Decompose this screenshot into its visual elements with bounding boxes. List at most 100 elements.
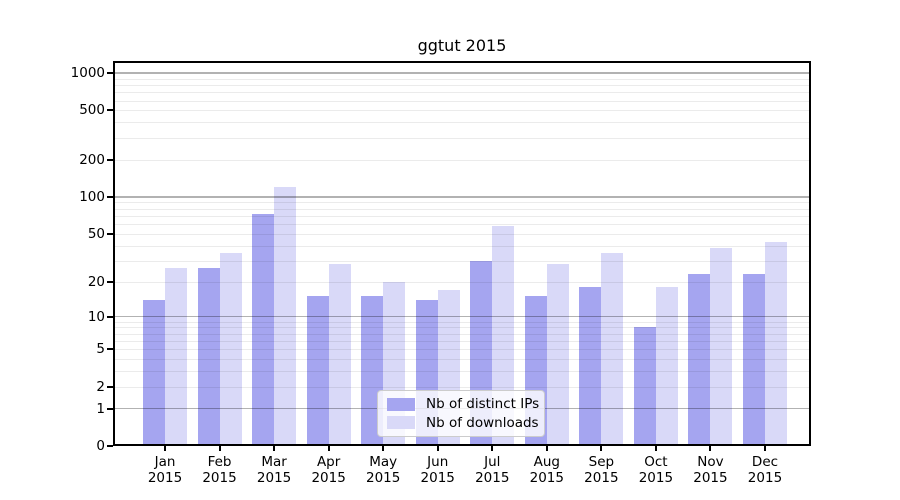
- x-tick-month: Oct: [644, 454, 668, 470]
- gridline-minor: [113, 321, 811, 323]
- gridline-minor: [113, 233, 811, 235]
- legend-swatch-downloads: [387, 416, 415, 430]
- gridline-minor: [113, 359, 811, 361]
- bar-downloads: [165, 268, 187, 446]
- y-tick-label: 5: [96, 341, 105, 358]
- x-tick-year: 2015: [693, 470, 728, 486]
- bar-downloads: [546, 264, 569, 446]
- x-tick-mark: [763, 446, 766, 451]
- gridline-minor: [113, 137, 811, 139]
- gridline-minor: [113, 260, 811, 262]
- legend-item-distinct-ips: Nb of distinct IPs: [387, 396, 539, 412]
- grid-layer: [113, 61, 811, 446]
- gridline-major: [113, 315, 811, 318]
- y-tick-label: 10: [87, 308, 105, 325]
- x-tick-month: Sep: [588, 454, 615, 470]
- x-tick-year: 2015: [638, 470, 674, 486]
- x-tick-month: Feb: [207, 454, 232, 470]
- x-tick-mark: [436, 446, 439, 451]
- x-tick-month: Nov: [697, 454, 724, 470]
- x-tick-label: Apr 2015: [297, 454, 361, 486]
- x-tick-year: 2015: [256, 470, 292, 486]
- legend: Nb of distinct IPs Nb of downloads: [377, 390, 545, 437]
- gridline-minor: [113, 349, 811, 351]
- x-tick-mark: [654, 446, 657, 451]
- bar-distinct-ips: [633, 327, 656, 446]
- y-tick-label: 1: [96, 400, 105, 417]
- gridline-minor: [113, 386, 811, 388]
- y-tick-mark: [107, 158, 113, 161]
- gridline-minor: [113, 85, 811, 87]
- y-tick-mark: [107, 385, 113, 388]
- y-tick-mark: [107, 348, 113, 351]
- y-tick-mark: [107, 280, 113, 283]
- y-tick-mark: [107, 407, 113, 410]
- gridline-major: [113, 196, 811, 198]
- gridline-minor: [113, 224, 811, 226]
- gridline-minor: [113, 327, 811, 329]
- y-tick-mark: [107, 195, 113, 198]
- gridline-minor: [113, 245, 811, 247]
- x-tick-label: Mar 2015: [242, 454, 306, 486]
- gridline-minor: [113, 159, 811, 161]
- x-tick-month: Jun: [427, 454, 449, 470]
- gridline-minor: [113, 333, 811, 335]
- chart-title: ggtut 2015: [417, 36, 507, 55]
- legend-label-downloads: Nb of downloads: [426, 414, 539, 431]
- y-tick-mark: [107, 232, 113, 235]
- x-tick-year: 2015: [311, 470, 346, 486]
- gridline-minor: [113, 122, 811, 124]
- y-tick-mark: [107, 315, 113, 318]
- gridline-minor: [113, 100, 811, 102]
- x-tick-month: Aug: [533, 454, 560, 470]
- gridline-minor: [113, 281, 811, 283]
- x-tick-label: May 2015: [351, 454, 415, 486]
- bar-downloads: [274, 187, 297, 446]
- x-tick-label: Nov 2015: [678, 454, 742, 486]
- y-tick-label: 2: [96, 378, 105, 395]
- x-tick-year: 2015: [475, 470, 510, 486]
- x-tick-month: Dec: [751, 454, 779, 470]
- plot-area: [113, 61, 811, 446]
- x-tick-mark: [218, 446, 221, 451]
- x-tick-label: Jan 2015: [133, 454, 197, 486]
- x-tick-mark: [327, 446, 330, 451]
- gridline-minor: [113, 92, 811, 94]
- gridline-minor: [113, 78, 811, 80]
- y-tick-label: 500: [79, 102, 105, 119]
- y-tick-mark: [107, 72, 113, 74]
- bar-downloads: [655, 287, 678, 446]
- bar-downloads: [219, 252, 242, 446]
- bar-downloads: [328, 264, 351, 446]
- bar-distinct-ips: [742, 274, 765, 446]
- legend-label-distinct-ips: Nb of distinct IPs: [426, 396, 540, 413]
- y-tick-label: 200: [79, 151, 105, 168]
- x-tick-label: Aug 2015: [515, 454, 579, 486]
- y-tick-label: 50: [87, 225, 105, 242]
- x-tick-month: Jan: [154, 454, 176, 470]
- x-tick-mark: [709, 446, 712, 451]
- x-tick-month: Mar: [261, 454, 287, 470]
- gridline-minor: [113, 340, 811, 342]
- x-tick-mark: [273, 446, 276, 451]
- gridline-major: [113, 72, 811, 74]
- x-tick-year: 2015: [420, 470, 455, 486]
- x-tick-label: Feb 2015: [188, 454, 252, 486]
- bar-downloads: [710, 248, 733, 446]
- x-tick-label: Sep 2015: [569, 454, 633, 486]
- y-tick-label: 1000: [70, 65, 105, 81]
- x-tick-year: 2015: [747, 470, 783, 486]
- x-tick-mark: [164, 446, 166, 451]
- x-tick-month: May: [369, 454, 398, 470]
- bar-downloads: [764, 241, 787, 446]
- x-tick-mark: [545, 446, 548, 451]
- legend-item-downloads: Nb of downloads: [387, 415, 539, 431]
- y-tick-mark: [107, 445, 113, 447]
- bar-distinct-ips: [252, 214, 275, 446]
- x-tick-mark: [600, 446, 603, 451]
- bar-distinct-ips: [688, 274, 711, 446]
- x-tick-month: Jul: [484, 454, 501, 470]
- y-tick-label: 0: [96, 438, 105, 454]
- x-tick-year: 2015: [584, 470, 619, 486]
- bar-distinct-ips: [306, 296, 329, 446]
